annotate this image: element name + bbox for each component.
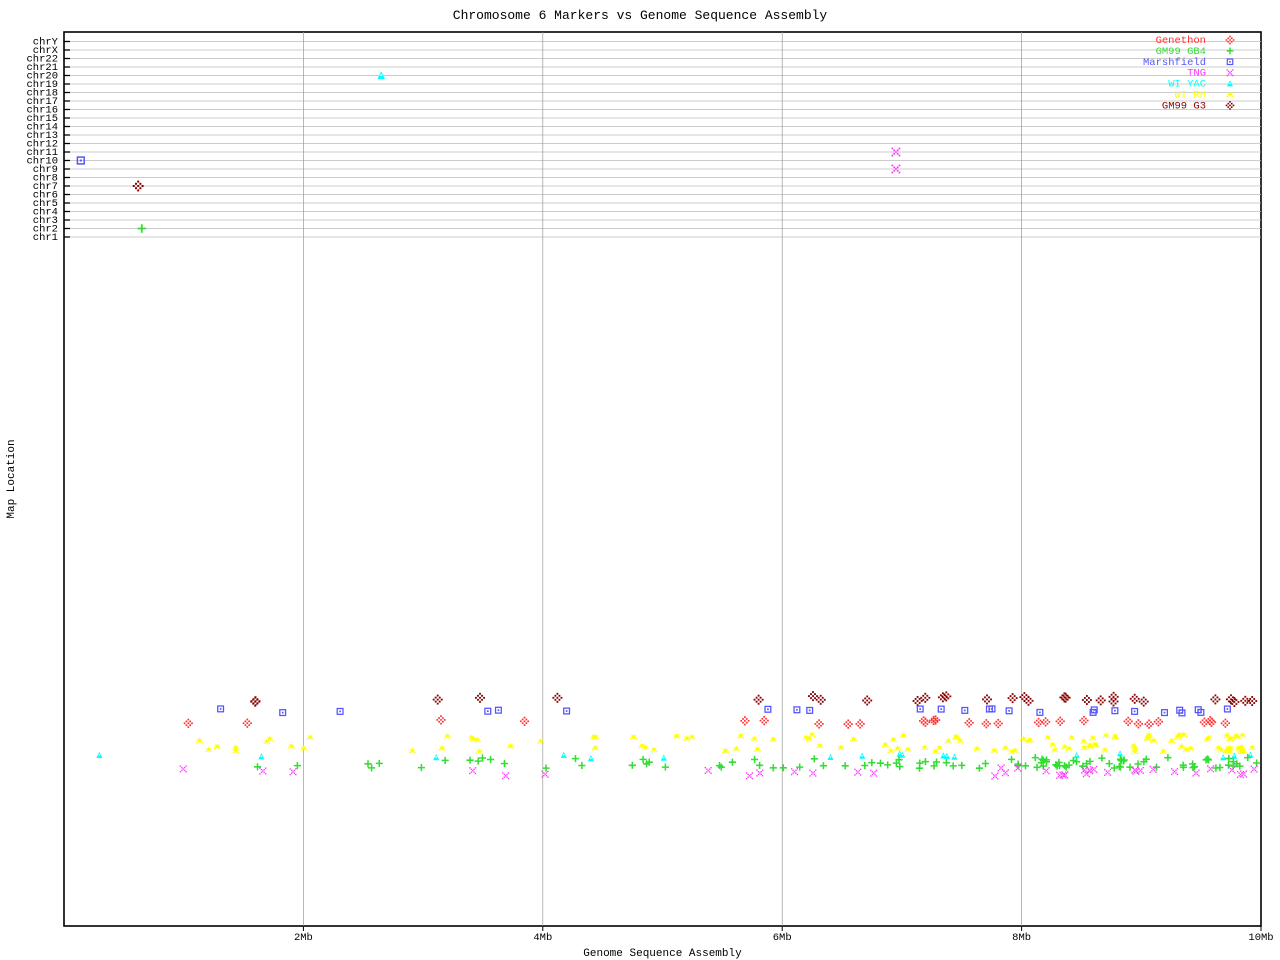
svg-text:4Mb: 4Mb (533, 932, 552, 944)
svg-text:chr1: chr1 (33, 232, 58, 244)
svg-text:6Mb: 6Mb (773, 932, 792, 944)
svg-text:10Mb: 10Mb (1248, 932, 1273, 944)
svg-text:Map Location: Map Location (6, 439, 18, 518)
svg-text:2Mb: 2Mb (294, 932, 313, 944)
svg-text:GM99 G3: GM99 G3 (1162, 100, 1206, 112)
svg-text:8Mb: 8Mb (1012, 932, 1031, 944)
svg-text:Chromosome 6 Markers vs Genome: Chromosome 6 Markers vs Genome Sequence … (453, 8, 828, 23)
svg-text:Genome Sequence Assembly: Genome Sequence Assembly (583, 948, 742, 960)
